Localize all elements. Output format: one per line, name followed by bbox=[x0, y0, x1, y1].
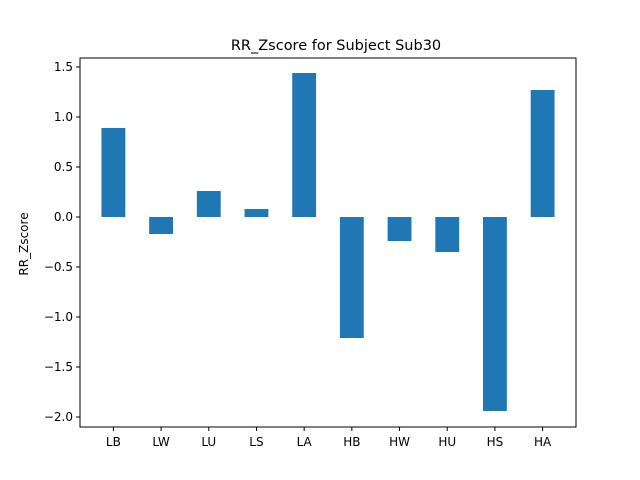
x-tick-label-lb: LB bbox=[106, 435, 121, 449]
chart-title: RR_Zscore for Subject Sub30 bbox=[231, 38, 441, 54]
bar-hu bbox=[435, 217, 460, 252]
y-tick-label: 0.0 bbox=[54, 210, 73, 224]
x-tick-label-ls: LS bbox=[249, 435, 263, 449]
plot-area-frame bbox=[79, 57, 577, 428]
y-tick-label: 1.5 bbox=[54, 60, 73, 74]
bar-hb bbox=[339, 217, 364, 338]
y-axis-ticks: −2.0 −1.5 −1.0 −0.5 0.0 0.5 1.0 1.5 bbox=[44, 60, 80, 424]
bar-lb bbox=[101, 128, 126, 217]
y-axis-label: RR_Zscore bbox=[17, 212, 31, 275]
bar-la bbox=[292, 73, 317, 217]
y-tick-label: 1.0 bbox=[54, 110, 73, 124]
bar-hs bbox=[483, 217, 507, 411]
x-tick-label-hu: HU bbox=[438, 435, 456, 449]
x-tick-label-lw: LW bbox=[152, 435, 170, 449]
bar-lw bbox=[149, 217, 173, 234]
bar-ls bbox=[244, 209, 269, 217]
y-tick-label: −0.5 bbox=[44, 260, 73, 274]
x-tick-label-hs: HS bbox=[487, 435, 504, 449]
x-tick-label-hb: HB bbox=[343, 435, 360, 449]
x-axis-ticks: LB LW LU LS LA HB HW HU HS HA bbox=[106, 427, 552, 449]
bar-hw bbox=[387, 217, 412, 241]
y-tick-label: 0.5 bbox=[54, 160, 73, 174]
x-tick-label-lu: LU bbox=[201, 435, 216, 449]
x-tick-label-ha: HA bbox=[534, 435, 552, 449]
bars-group bbox=[101, 73, 555, 411]
x-tick-label-la: LA bbox=[297, 435, 313, 449]
bar-ha bbox=[530, 90, 555, 217]
y-tick-label: −1.0 bbox=[44, 310, 73, 324]
y-tick-label: −2.0 bbox=[44, 410, 73, 424]
y-tick-label: −1.5 bbox=[44, 360, 73, 374]
x-tick-label-hw: HW bbox=[389, 435, 410, 449]
bar-lu bbox=[196, 191, 221, 217]
